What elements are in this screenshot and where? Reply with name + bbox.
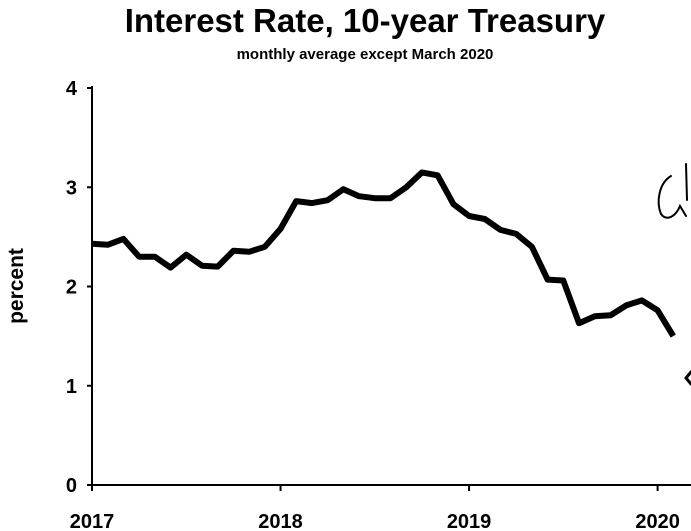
- axes: [91, 86, 691, 486]
- handwritten-annotation: [657, 175, 687, 219]
- y-ticks: 0 1 2 3 4: [66, 78, 92, 497]
- handwritten-arrow-icon: [684, 370, 691, 386]
- x-tick-label: 2018: [258, 511, 303, 531]
- x-tick-label: 2020: [635, 511, 680, 531]
- series-line: [91, 169, 676, 338]
- y-tick-label: 0: [66, 475, 77, 497]
- annotations: [657, 163, 691, 386]
- x-tick-label: 2019: [447, 511, 492, 531]
- y-tick-label: 1: [66, 376, 77, 398]
- y-tick-label: 2: [66, 277, 77, 299]
- y-tick-label: 3: [66, 177, 77, 199]
- x-tick-label: 2017: [70, 511, 115, 531]
- handwritten-stroke: [685, 163, 688, 201]
- y-tick-label: 4: [66, 78, 78, 100]
- series-group: [91, 169, 676, 338]
- x-ticks: 2017 2018 2019 2020: [70, 485, 680, 531]
- chart-subtitle: monthly average except March 2020: [236, 46, 494, 63]
- chart-title: Interest Rate, 10-year Treasury: [124, 2, 606, 39]
